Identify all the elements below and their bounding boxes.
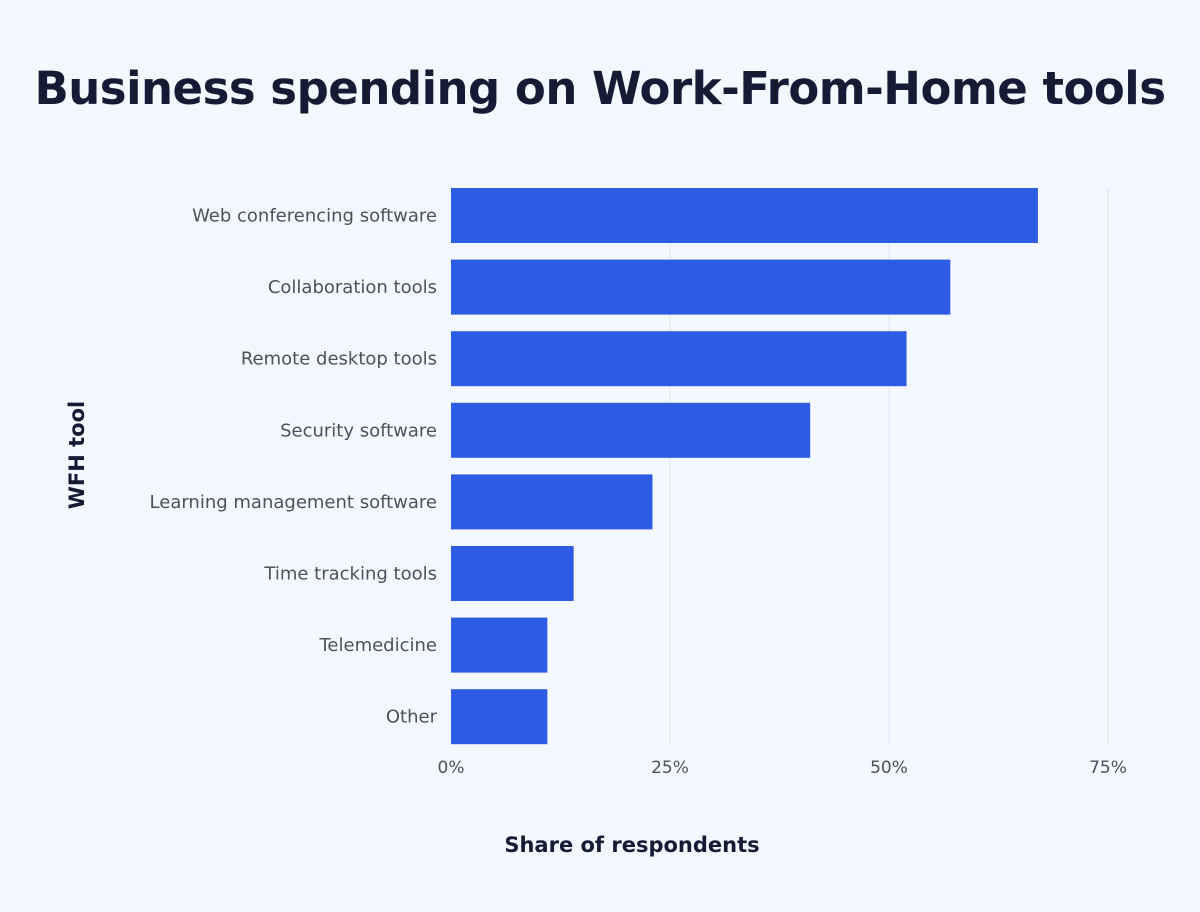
category-label: Other [386, 707, 438, 728]
x-axis-label: Share of respondents [504, 833, 759, 857]
bar [451, 617, 548, 673]
bar [451, 259, 951, 315]
category-label: Telemedicine [318, 635, 437, 656]
bar [451, 331, 907, 387]
category-label: Collaboration tools [268, 277, 437, 298]
x-tick-label: 0% [438, 758, 465, 778]
category-label: Web conferencing software [192, 206, 437, 227]
bar [451, 546, 574, 601]
category-label: Remote desktop tools [241, 349, 437, 370]
y-axis-label: WFH tool [65, 401, 89, 510]
bar [451, 474, 653, 530]
x-tick-label: 75% [1089, 758, 1127, 778]
category-label: Learning management software [150, 492, 437, 513]
bar [451, 689, 548, 745]
category-label: Time tracking tools [263, 564, 437, 585]
bar [451, 188, 1038, 243]
bar [451, 402, 811, 458]
x-tick-label: 50% [870, 758, 908, 778]
chart-title: Business spending on Work-From-Home tool… [34, 62, 1166, 115]
category-label: Security software [280, 420, 437, 441]
x-tick-label: 25% [651, 758, 689, 778]
